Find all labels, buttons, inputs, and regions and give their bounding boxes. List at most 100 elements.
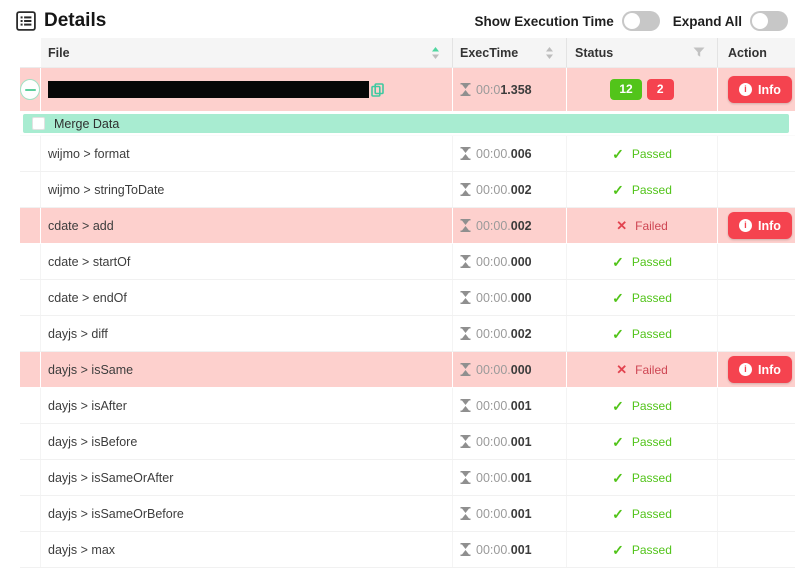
table-row[interactable]: cdate > startOf 00:00.000 ✓ Passed: [20, 244, 795, 280]
file-column-header[interactable]: File: [41, 38, 453, 67]
info-icon: i: [739, 83, 752, 96]
status-badges: 12 2: [610, 78, 674, 101]
row-gutter: [20, 172, 41, 207]
row-gutter: [20, 280, 41, 315]
check-icon: ✓: [612, 505, 624, 522]
status-cell: ✓ Passed: [567, 460, 718, 495]
check-icon: ✓: [612, 397, 624, 414]
exec-time-cell: 00:00.000: [453, 280, 567, 315]
row-gutter: [20, 496, 41, 531]
exec-time-muted: 00:00.: [476, 182, 511, 197]
status-cell: ✓ Passed: [567, 172, 718, 207]
failed-count-badge: 2: [646, 78, 674, 101]
exectime-column-header[interactable]: ExecTime: [453, 38, 567, 67]
expand-all-toggle[interactable]: [750, 11, 788, 31]
status-label: Passed: [631, 146, 672, 161]
action-cell: [718, 532, 795, 567]
exec-time-cell: 00:00.002: [453, 172, 567, 207]
expand-all-group: Expand All: [673, 11, 788, 31]
exec-time-value: 000: [510, 254, 532, 269]
exec-time-cell: 00:00.000: [453, 352, 567, 387]
file-cell: dayjs > isSameOrBefore: [41, 496, 453, 531]
exec-time-value: 002: [510, 326, 532, 341]
info-button[interactable]: i Info: [728, 76, 792, 103]
hourglass-icon: [460, 471, 471, 484]
copy-icon[interactable]: [371, 82, 384, 97]
show-execution-time-group: Show Execution Time: [474, 11, 660, 31]
check-icon: ✓: [612, 325, 624, 342]
suite-row[interactable]: 00:01.358 12 2 i Info: [20, 68, 795, 112]
file-cell: cdate > endOf: [41, 280, 453, 315]
exec-time-muted: 00:00.: [476, 290, 511, 305]
status-label: Passed: [631, 254, 672, 269]
status-label: Failed: [635, 362, 668, 377]
table-row[interactable]: dayjs > isSameOrBefore 00:00.001 ✓ Passed: [20, 496, 795, 532]
collapse-row-button[interactable]: [20, 79, 40, 100]
exec-time-cell: 00:00.001: [453, 532, 567, 567]
status-header-label: Status: [575, 45, 614, 60]
table-row[interactable]: cdate > add 00:00.002 ✕ Failed i Info: [20, 208, 795, 244]
exec-time-value: 006: [510, 146, 532, 161]
group-band[interactable]: Merge Data: [23, 114, 789, 133]
file-name: dayjs > isBefore: [48, 434, 138, 449]
exec-time-muted: 00:00.: [476, 362, 511, 377]
status-label: Failed: [635, 218, 668, 233]
file-cell: wijmo > format: [41, 136, 453, 171]
check-icon: ✓: [612, 433, 624, 450]
hourglass-icon: [460, 83, 471, 96]
table-row[interactable]: dayjs > isSameOrAfter 00:00.001 ✓ Passed: [20, 460, 795, 496]
filter-icon[interactable]: [693, 47, 705, 58]
table-row[interactable]: dayjs > isBefore 00:00.001 ✓ Passed: [20, 424, 795, 460]
exec-time-muted: 00:00.: [476, 218, 511, 233]
table-row[interactable]: dayjs > isAfter 00:00.001 ✓ Passed: [20, 388, 795, 424]
action-cell: i Info: [718, 68, 795, 111]
table-row[interactable]: wijmo > format 00:00.006 ✓ Passed: [20, 136, 795, 172]
row-gutter: [20, 532, 41, 567]
table-row[interactable]: dayjs > isSame 00:00.000 ✕ Failed i Info: [20, 352, 795, 388]
hourglass-icon: [460, 183, 471, 196]
exec-time-muted: 00:00.: [476, 542, 511, 557]
file-cell: dayjs > isSame: [41, 352, 453, 387]
file-cell: dayjs > isAfter: [41, 388, 453, 423]
file-cell: dayjs > isBefore: [41, 424, 453, 459]
exec-time-cell: 00:01.358: [453, 68, 567, 111]
sort-icon[interactable]: [431, 46, 440, 60]
table-row[interactable]: dayjs > max 00:00.001 ✓ Passed: [20, 532, 795, 568]
file-name: cdate > add: [48, 218, 114, 233]
hourglass-icon: [460, 435, 471, 448]
action-cell: [718, 496, 795, 531]
info-button[interactable]: i Info: [728, 356, 792, 383]
table-row[interactable]: wijmo > stringToDate 00:00.002 ✓ Passed: [20, 172, 795, 208]
action-cell: [718, 244, 795, 279]
row-gutter: [20, 136, 41, 171]
status-cell: ✓ Passed: [567, 496, 718, 531]
info-button[interactable]: i Info: [728, 212, 792, 239]
table-row[interactable]: cdate > endOf 00:00.000 ✓ Passed: [20, 280, 795, 316]
file-cell: wijmo > stringToDate: [41, 172, 453, 207]
status-label: Passed: [631, 290, 672, 305]
sort-icon[interactable]: [545, 46, 554, 60]
header-controls: Show Execution Time Expand All: [474, 11, 788, 31]
merge-data-checkbox[interactable]: [32, 117, 45, 130]
row-gutter: [20, 424, 41, 459]
row-gutter: [20, 68, 41, 111]
exec-time-value: 001: [510, 542, 532, 557]
info-button-label: Info: [758, 218, 781, 233]
results-table: File ExecTime Status Action: [20, 38, 795, 568]
details-list-icon: [16, 11, 36, 31]
show-execution-time-toggle[interactable]: [621, 11, 660, 31]
status-cell: ✓ Passed: [567, 532, 718, 567]
file-cell: cdate > startOf: [41, 244, 453, 279]
check-icon: ✓: [612, 469, 624, 486]
status-label: Passed: [631, 326, 672, 341]
table-row[interactable]: dayjs > diff 00:00.002 ✓ Passed: [20, 316, 795, 352]
file-cell: cdate > add: [41, 208, 453, 243]
exec-time-value: 001: [510, 470, 532, 485]
file-name: dayjs > isAfter: [48, 398, 127, 413]
row-gutter: [20, 388, 41, 423]
status-cell: ✕ Failed: [567, 208, 718, 243]
table-header-row: File ExecTime Status Action: [20, 38, 795, 68]
exectime-header-label: ExecTime: [460, 45, 519, 60]
status-column-header[interactable]: Status: [567, 38, 718, 67]
exec-time-value: 1.358: [500, 82, 532, 97]
